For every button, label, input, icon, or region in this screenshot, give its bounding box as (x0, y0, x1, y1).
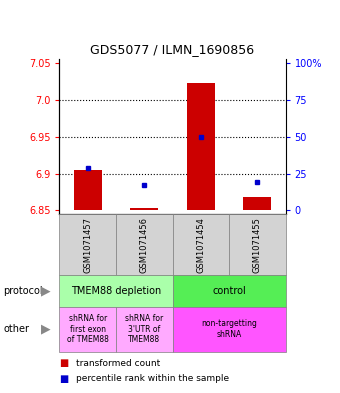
Text: GSM1071456: GSM1071456 (140, 217, 149, 273)
Text: other: other (3, 324, 29, 334)
Text: percentile rank within the sample: percentile rank within the sample (76, 375, 230, 383)
Bar (116, 307, 173, 352)
Bar (243, 197, 271, 211)
Bar (229, 214, 286, 275)
Bar (187, 83, 215, 211)
Bar (74, 170, 102, 211)
Bar (173, 275, 286, 307)
Text: GSM1071457: GSM1071457 (83, 217, 92, 273)
Text: shRNA for
first exon
of TMEM88: shRNA for first exon of TMEM88 (67, 314, 109, 344)
Text: ▶: ▶ (41, 284, 51, 298)
Text: control: control (212, 286, 246, 296)
Bar (116, 214, 173, 275)
Text: ▶: ▶ (41, 323, 51, 336)
Bar (59, 214, 116, 275)
Text: transformed count: transformed count (76, 359, 161, 367)
Text: non-targetting
shRNA: non-targetting shRNA (201, 320, 257, 339)
Text: ■: ■ (59, 358, 69, 368)
Title: GDS5077 / ILMN_1690856: GDS5077 / ILMN_1690856 (90, 43, 255, 56)
Bar (173, 307, 286, 352)
Bar (59, 307, 116, 352)
Text: TMEM88 depletion: TMEM88 depletion (71, 286, 161, 296)
Text: protocol: protocol (3, 286, 43, 296)
Bar (59, 275, 173, 307)
Bar (173, 214, 229, 275)
Text: GSM1071455: GSM1071455 (253, 217, 262, 273)
Bar (130, 208, 158, 211)
Text: GSM1071454: GSM1071454 (196, 217, 205, 273)
Text: shRNA for
3'UTR of
TMEM88: shRNA for 3'UTR of TMEM88 (125, 314, 164, 344)
Text: ■: ■ (59, 374, 69, 384)
